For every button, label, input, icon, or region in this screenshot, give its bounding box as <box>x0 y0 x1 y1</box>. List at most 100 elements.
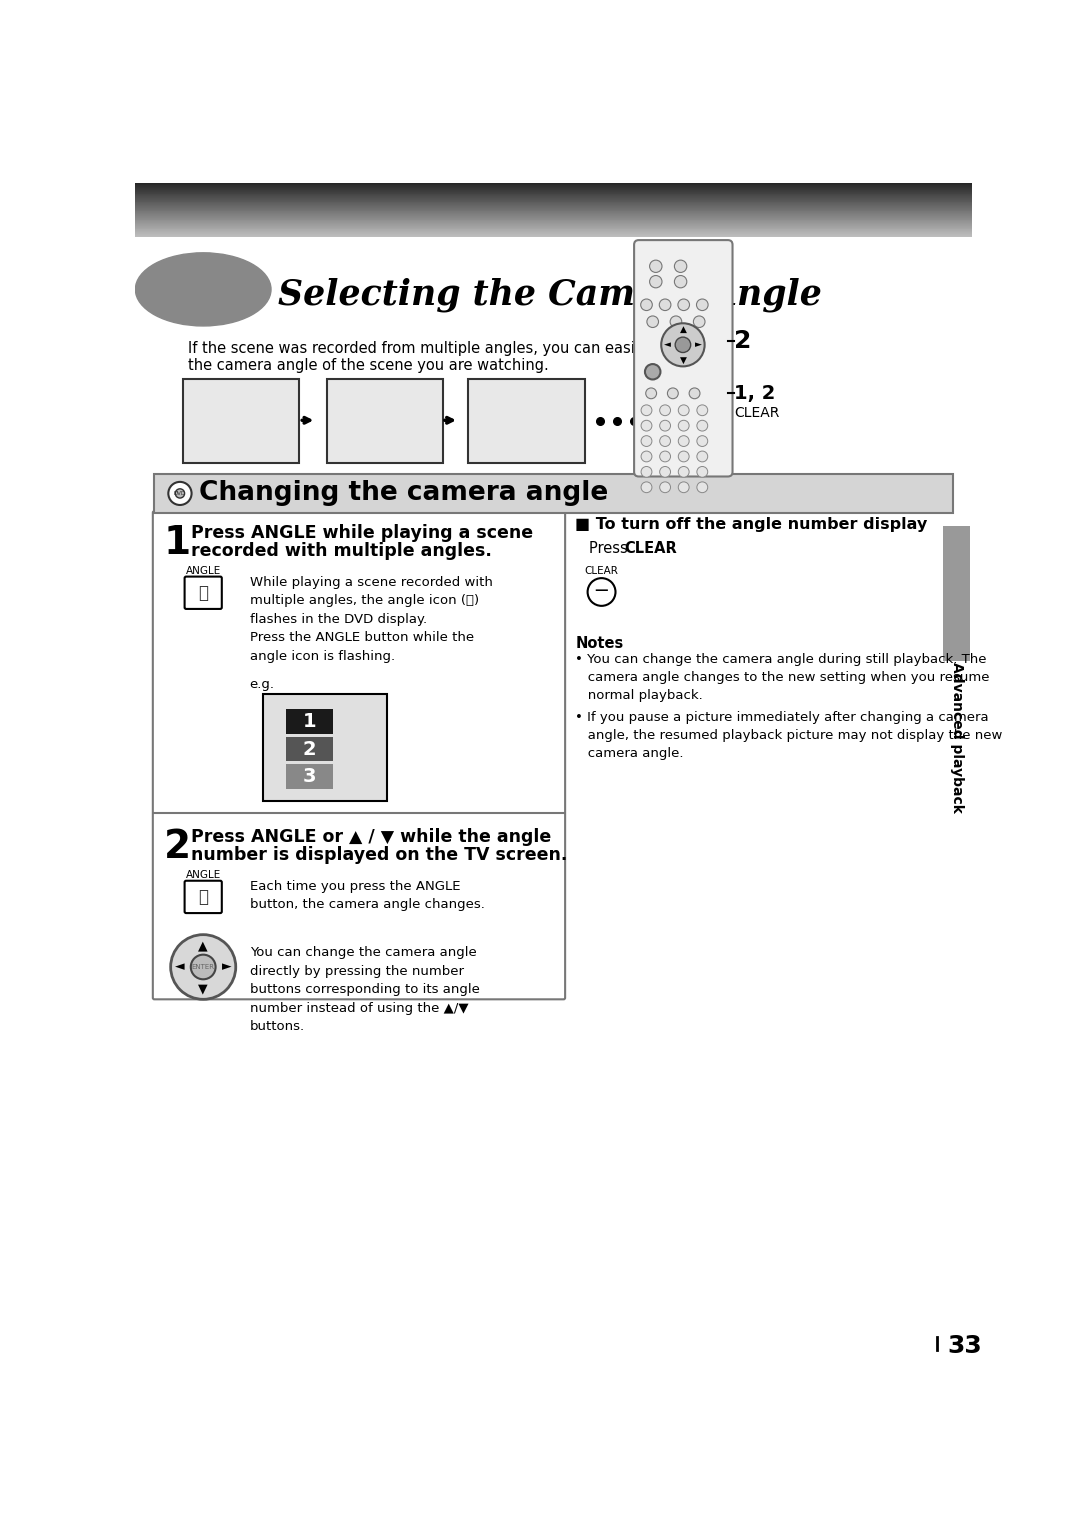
Text: Notes: Notes <box>576 636 623 652</box>
Text: ▼: ▼ <box>679 356 687 365</box>
Text: 3: 3 <box>302 768 316 786</box>
Text: CLEAR: CLEAR <box>624 542 677 555</box>
Circle shape <box>660 482 671 493</box>
Text: Press: Press <box>590 542 633 555</box>
Bar <box>943 526 971 661</box>
Circle shape <box>678 299 689 311</box>
Bar <box>327 380 444 462</box>
Text: If the scene was recorded from multiple angles, you can easily change: If the scene was recorded from multiple … <box>188 340 706 356</box>
Circle shape <box>697 420 707 430</box>
Text: You can change the camera angle
directly by pressing the number
buttons correspo: You can change the camera angle directly… <box>249 946 480 1033</box>
Text: While playing a scene recorded with
multiple angles, the angle icon (Ⓜ)
flashes : While playing a scene recorded with mult… <box>249 575 492 662</box>
Circle shape <box>670 316 681 328</box>
Circle shape <box>660 452 671 462</box>
Circle shape <box>697 404 707 415</box>
Text: CLEAR: CLEAR <box>734 406 780 420</box>
Text: CLEAR: CLEAR <box>584 566 619 575</box>
Text: ◄: ◄ <box>175 960 185 974</box>
Circle shape <box>697 467 707 478</box>
Text: ⛷: ⛷ <box>199 888 208 906</box>
Circle shape <box>645 365 661 380</box>
Text: .: . <box>666 542 671 555</box>
Text: the camera angle of the scene you are watching.: the camera angle of the scene you are wa… <box>188 359 549 372</box>
Text: Press ANGLE while playing a scene: Press ANGLE while playing a scene <box>191 525 532 542</box>
Circle shape <box>649 276 662 288</box>
Circle shape <box>678 436 689 447</box>
Circle shape <box>678 467 689 478</box>
Bar <box>286 710 333 734</box>
Text: ANGLE: ANGLE <box>186 870 220 881</box>
Text: ⛷: ⛷ <box>199 584 208 601</box>
Circle shape <box>642 420 652 430</box>
Text: ─: ─ <box>596 583 607 601</box>
Circle shape <box>660 467 671 478</box>
Circle shape <box>659 299 671 311</box>
FancyBboxPatch shape <box>185 881 221 913</box>
Text: 2: 2 <box>734 330 752 353</box>
Circle shape <box>642 404 652 415</box>
Circle shape <box>642 452 652 462</box>
FancyBboxPatch shape <box>153 511 565 1000</box>
Text: ►: ► <box>696 340 702 349</box>
Text: • You can change the camera angle during still playback. The
   camera angle cha: • You can change the camera angle during… <box>576 653 989 702</box>
Text: ENTER: ENTER <box>192 964 215 971</box>
Circle shape <box>660 420 671 430</box>
Circle shape <box>649 259 662 273</box>
Text: 1: 1 <box>164 525 191 562</box>
Text: ▲: ▲ <box>199 938 208 952</box>
Circle shape <box>697 452 707 462</box>
Text: ▲: ▲ <box>679 325 687 334</box>
Text: Changing the camera angle: Changing the camera angle <box>199 481 608 507</box>
Text: 2: 2 <box>302 740 316 758</box>
Circle shape <box>678 404 689 415</box>
Circle shape <box>678 420 689 430</box>
Ellipse shape <box>135 253 271 327</box>
Circle shape <box>660 404 671 415</box>
Circle shape <box>697 299 708 311</box>
Circle shape <box>168 482 191 505</box>
Circle shape <box>175 488 185 497</box>
Circle shape <box>674 276 687 288</box>
Text: number is displayed on the TV screen.: number is displayed on the TV screen. <box>191 845 567 864</box>
Circle shape <box>640 299 652 311</box>
Circle shape <box>674 259 687 273</box>
Text: ■ To turn off the angle number display: ■ To turn off the angle number display <box>576 516 928 531</box>
Circle shape <box>678 452 689 462</box>
Text: ▼: ▼ <box>199 983 208 995</box>
Text: ►: ► <box>221 960 231 974</box>
Bar <box>469 380 584 462</box>
Bar <box>286 737 333 761</box>
Text: ANGLE: ANGLE <box>186 566 220 575</box>
Text: 33: 33 <box>947 1334 982 1358</box>
Circle shape <box>171 934 235 1000</box>
Circle shape <box>642 482 652 493</box>
Circle shape <box>642 467 652 478</box>
FancyBboxPatch shape <box>185 577 221 609</box>
Bar <box>262 694 387 801</box>
Text: Press ANGLE or ▲ / ▼ while the angle: Press ANGLE or ▲ / ▼ while the angle <box>191 829 551 847</box>
Circle shape <box>642 436 652 447</box>
Circle shape <box>667 388 678 398</box>
Text: e.g.: e.g. <box>249 678 274 691</box>
Text: Selecting the Camera Angle: Selecting the Camera Angle <box>279 278 822 311</box>
Circle shape <box>191 955 216 980</box>
Text: Each time you press the ANGLE
button, the camera angle changes.: Each time you press the ANGLE button, th… <box>249 881 485 911</box>
Text: 1: 1 <box>302 711 316 731</box>
Circle shape <box>646 388 657 398</box>
Circle shape <box>660 436 671 447</box>
Circle shape <box>678 482 689 493</box>
Circle shape <box>647 316 659 328</box>
Text: 1, 2: 1, 2 <box>734 385 775 403</box>
Circle shape <box>697 436 707 447</box>
FancyBboxPatch shape <box>634 240 732 476</box>
Circle shape <box>689 388 700 398</box>
Circle shape <box>588 578 616 606</box>
Text: recorded with multiple angles.: recorded with multiple angles. <box>191 542 491 560</box>
Text: 2: 2 <box>164 829 191 867</box>
Circle shape <box>675 337 691 353</box>
Text: ◄: ◄ <box>664 340 671 349</box>
Circle shape <box>693 316 705 328</box>
Bar <box>154 475 953 513</box>
Text: Advanced playback: Advanced playback <box>949 662 963 813</box>
Text: DVD: DVD <box>174 491 186 496</box>
